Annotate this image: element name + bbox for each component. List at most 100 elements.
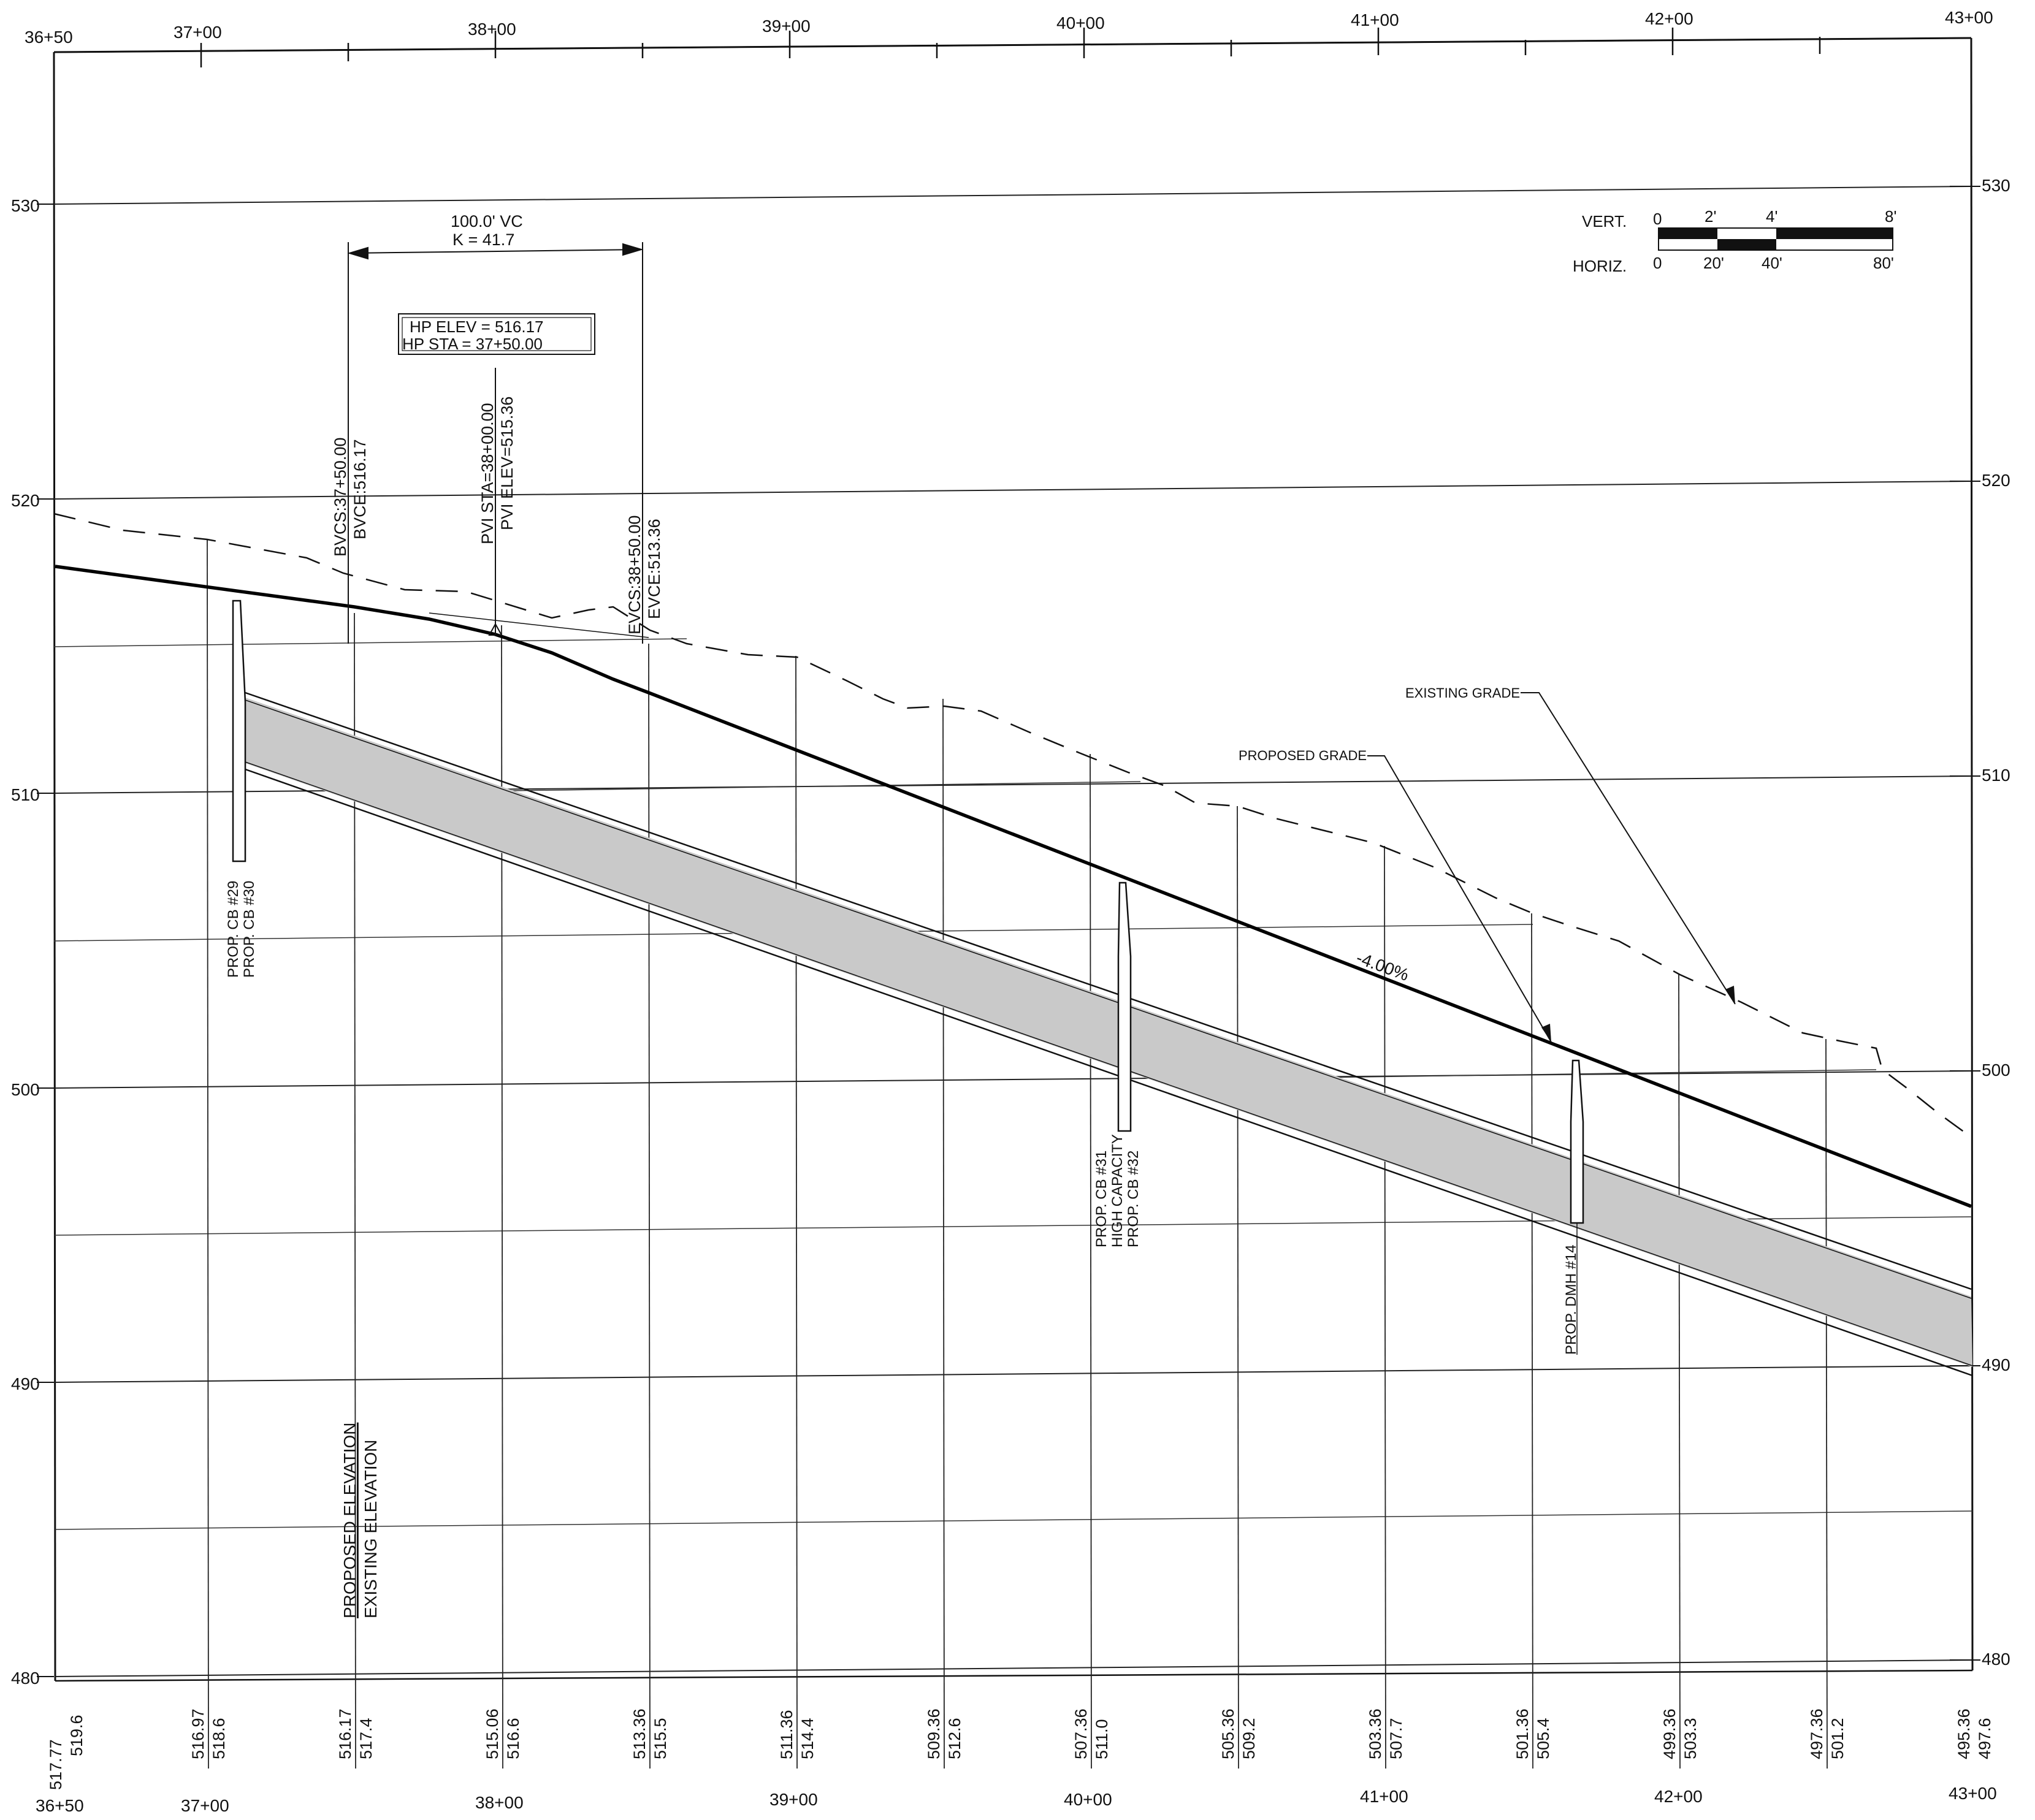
bvce-label: BVCE:516.17: [351, 439, 369, 539]
right-elev-label: 530: [1982, 176, 2010, 195]
hp-box: HP ELEV = 516.17 HP STA = 37+50.00: [398, 313, 595, 355]
existing-elevation-value: 514.4: [798, 1718, 817, 1759]
scale-horiz-tick: 20': [1703, 254, 1724, 272]
proposed-elevation-value: 507.36: [1072, 1708, 1090, 1759]
left-elev-label: 520: [11, 491, 40, 510]
top-station-label: 41+00: [1351, 10, 1399, 29]
scale-horiz-tick: 0: [1653, 254, 1662, 272]
left-elev-label: 530: [11, 196, 40, 215]
scale-vert-tick: 8': [1885, 207, 1896, 226]
elevation-table: 517.77 519.6 516.97 518.6 516.17 517.4 5…: [47, 1708, 1994, 1790]
proposed-grade-line: [55, 565, 1972, 1208]
bvcs-label: BVCS:37+50.00: [331, 438, 349, 557]
existing-elevation-row-label: EXISTING ELEVATION: [361, 1440, 380, 1618]
proposed-elevation-value: 516.17: [336, 1708, 354, 1759]
top-station-axis: [53, 28, 1972, 67]
existing-elevation-value: 507.7: [1387, 1718, 1405, 1759]
existing-elevation-value: 512.6: [945, 1718, 964, 1759]
cb30-label: PROP. CB #30: [241, 881, 258, 978]
existing-elevation-value: 519.6: [67, 1715, 86, 1756]
evcs-label: EVCS:38+50.00: [625, 516, 644, 634]
station-grid-lines: [207, 539, 1828, 1769]
proposed-elevation-value: 509.36: [925, 1708, 943, 1759]
vc-length-label: 100.0' VC: [451, 212, 523, 230]
bottom-station-labels: 36+50 37+00 38+00 39+00 40+00 41+00 42+0…: [36, 1784, 1997, 1815]
hp-sta-label: HP STA = 37+50.00: [402, 335, 543, 353]
vc-k-label: K = 41.7: [452, 230, 514, 249]
scale-bar: VERT. HORIZ. 0 2' 4' 8' 0 20' 40' 80': [1573, 207, 1896, 275]
bottom-station-label: 40+00: [1064, 1790, 1112, 1809]
left-elev-label: 480: [11, 1669, 40, 1688]
top-station-label: 36+50: [25, 28, 73, 47]
bottom-station-label: 38+00: [475, 1793, 524, 1812]
bottom-station-label: 42+00: [1654, 1787, 1703, 1806]
scale-vert-label: VERT.: [1582, 212, 1627, 230]
proposed-elevation-value: 511.36: [777, 1710, 796, 1759]
existing-grade-line: [53, 512, 1972, 1138]
bottom-station-label: 41+00: [1360, 1787, 1408, 1806]
existing-elevation-value: 501.2: [1828, 1718, 1847, 1759]
bottom-station-label: 36+50: [36, 1796, 84, 1815]
right-elev-label: 520: [1982, 471, 2010, 490]
hp-elev-label: HP ELEV = 516.17: [410, 318, 544, 336]
scale-horiz-label: HORIZ.: [1573, 257, 1627, 275]
right-elev-label: 510: [1982, 766, 2010, 785]
proposed-elevation-value: 499.36: [1660, 1708, 1679, 1759]
proposed-elevation-value: 495.36: [1955, 1708, 1973, 1759]
existing-elevation-value: 516.6: [504, 1718, 522, 1759]
existing-elevation-value: 505.4: [1534, 1718, 1552, 1759]
bottom-station-label: 43+00: [1949, 1784, 1997, 1803]
proposed-grade-callout: PROPOSED GRADE: [1239, 748, 1552, 1043]
scale-vert-tick: 0: [1653, 210, 1662, 228]
top-station-label: 40+00: [1056, 13, 1105, 32]
top-station-label: 39+00: [762, 17, 811, 36]
proposed-elevation-value: 513.36: [630, 1708, 649, 1759]
proposed-elevation-value: 515.06: [483, 1708, 502, 1759]
right-elevation-labels: 530 520 510 500 490 480: [1982, 176, 2010, 1669]
structure-dmh14: [1570, 1059, 1584, 1224]
existing-grade-label: EXISTING GRADE: [1405, 685, 1520, 701]
high-capacity-label: HIGH CAPACITY: [1109, 1134, 1126, 1247]
pvi-elev-label: PVI ELEV=515.36: [498, 397, 516, 530]
left-elevation-labels: 530 520 510 500 490 480: [11, 196, 40, 1688]
existing-elevation-value: 517.4: [357, 1718, 375, 1759]
pvi-marker-icon: [488, 622, 503, 636]
pvi-sta-label: PVI STA=38+00.00: [478, 403, 497, 544]
right-elev-label: 500: [1982, 1060, 2010, 1079]
vertical-curve-dimension: [347, 242, 644, 644]
top-station-label: 38+00: [468, 20, 516, 39]
existing-elevation-value: 503.3: [1681, 1718, 1700, 1759]
proposed-elevation-value: 505.36: [1219, 1708, 1237, 1759]
right-elev-label: 490: [1982, 1355, 2010, 1374]
right-elev-label: 480: [1982, 1650, 2010, 1669]
storm-pipe: [245, 691, 1973, 1377]
existing-elevation-value: 515.5: [651, 1718, 670, 1759]
proposed-elevation-value: 501.36: [1513, 1708, 1532, 1759]
top-station-label: 43+00: [1945, 8, 1993, 27]
elevation-tick-marks: [37, 186, 1980, 1677]
scale-horiz-tick: 40': [1762, 254, 1782, 272]
proposed-grade-label: PROPOSED GRADE: [1239, 748, 1367, 763]
left-elev-label: 500: [11, 1080, 40, 1099]
top-station-label: 37+00: [174, 23, 222, 42]
existing-grade-callout: EXISTING GRADE: [1405, 685, 1736, 1005]
left-elev-label: 510: [11, 785, 40, 804]
left-elev-label: 490: [11, 1374, 40, 1393]
existing-elevation-value: 518.6: [210, 1718, 228, 1759]
existing-elevation-value: 497.6: [1976, 1718, 1994, 1759]
proposed-elevation-row-label: PROPOSED ELEVATION: [340, 1423, 359, 1618]
proposed-elevation-value: 517.77: [47, 1739, 65, 1790]
cb29-label: PROP. CB #29: [225, 881, 242, 978]
scale-vert-tick: 4': [1766, 207, 1777, 226]
existing-elevation-value: 509.2: [1240, 1718, 1258, 1759]
structure-cb31-32: [1117, 881, 1132, 1132]
bottom-station-label: 37+00: [181, 1796, 229, 1815]
proposed-elevation-value: 516.97: [189, 1708, 207, 1759]
top-station-label: 42+00: [1645, 9, 1693, 28]
scale-vert-tick: 2': [1705, 207, 1716, 226]
tangent-line: [429, 612, 649, 638]
cb31-label: PROP. CB #31: [1093, 1151, 1110, 1247]
evce-label: EVCE:513.36: [645, 519, 663, 619]
proposed-elevation-value: 497.36: [1808, 1708, 1826, 1759]
